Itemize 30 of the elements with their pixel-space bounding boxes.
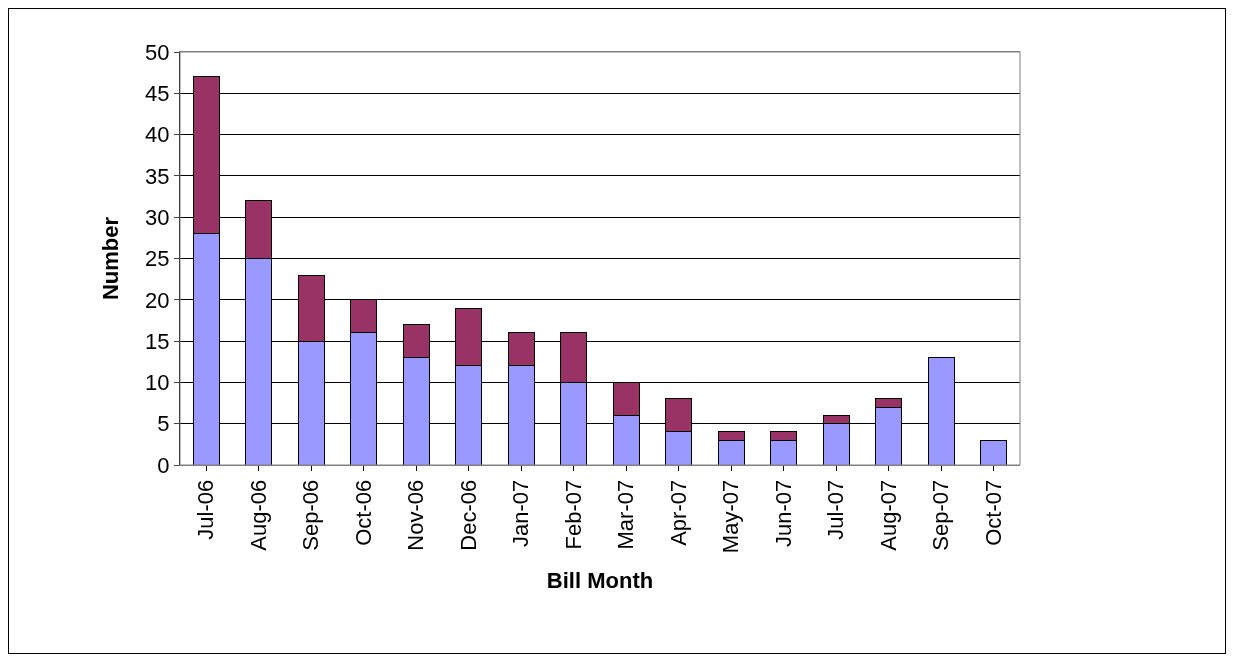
x-tick-label: Sep-07 [928,479,954,551]
x-tick-label: Jul-07 [823,479,849,540]
x-tick-label: Feb-07 [560,479,586,550]
x-tick-label: Jun-07 [770,479,796,548]
y-tick-label: 50 [145,39,170,65]
y-tick-label: 40 [145,122,170,148]
y-tick-label: 15 [145,328,170,354]
x-tick-label: Jan-07 [508,479,534,548]
x-tick-label: Oct-07 [980,479,1006,546]
x-tick-label: Nov-06 [403,479,429,551]
x-tick-label: Mar-07 [613,479,639,550]
y-tick-label: 20 [145,287,170,313]
y-tick-label: 25 [145,246,170,272]
x-tick-label: Aug-07 [875,479,901,551]
y-tick-label: 10 [145,370,170,396]
x-tick-label: May-07 [718,479,744,554]
y-axis-title: Number [97,216,123,301]
x-tick-label: Dec-06 [455,479,481,551]
y-tick-label: 5 [157,411,170,437]
x-tick-label: Apr-07 [665,479,691,546]
y-tick-label: 30 [145,204,170,230]
x-tick-label: Aug-06 [245,479,271,551]
y-tick-label: 0 [157,452,170,478]
x-axis-title: Bill Month [546,568,654,594]
y-tick-label: 45 [145,81,170,106]
bar [980,439,1008,465]
y-tick-label: 35 [145,163,170,189]
x-tick-label: Jul-06 [193,479,219,540]
x-tick-label: Oct-06 [350,479,376,546]
x-tick-label: Sep-06 [298,479,324,551]
